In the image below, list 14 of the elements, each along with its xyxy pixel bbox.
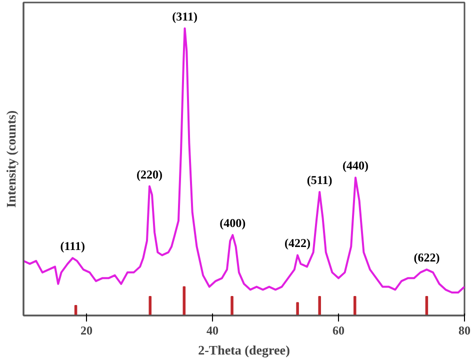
x-tick-label: 20 bbox=[80, 324, 92, 338]
annotation: (311) bbox=[172, 9, 198, 24]
annotation: (111) bbox=[60, 239, 85, 254]
annotation: (400) bbox=[220, 216, 246, 230]
x-tick-label: 40 bbox=[206, 324, 218, 338]
annotation: (511) bbox=[306, 173, 332, 188]
y-axis-title: Intensity (counts) bbox=[4, 110, 18, 208]
annotation: (220) bbox=[136, 167, 163, 182]
x-tick-label: 80 bbox=[458, 324, 470, 338]
x-tick-label: 60 bbox=[332, 324, 344, 338]
x-axis-title: 2-Theta (degree) bbox=[198, 342, 290, 358]
annotation: (440) bbox=[342, 158, 369, 173]
annotation: (422) bbox=[284, 236, 311, 250]
annotation: (622) bbox=[414, 250, 440, 265]
